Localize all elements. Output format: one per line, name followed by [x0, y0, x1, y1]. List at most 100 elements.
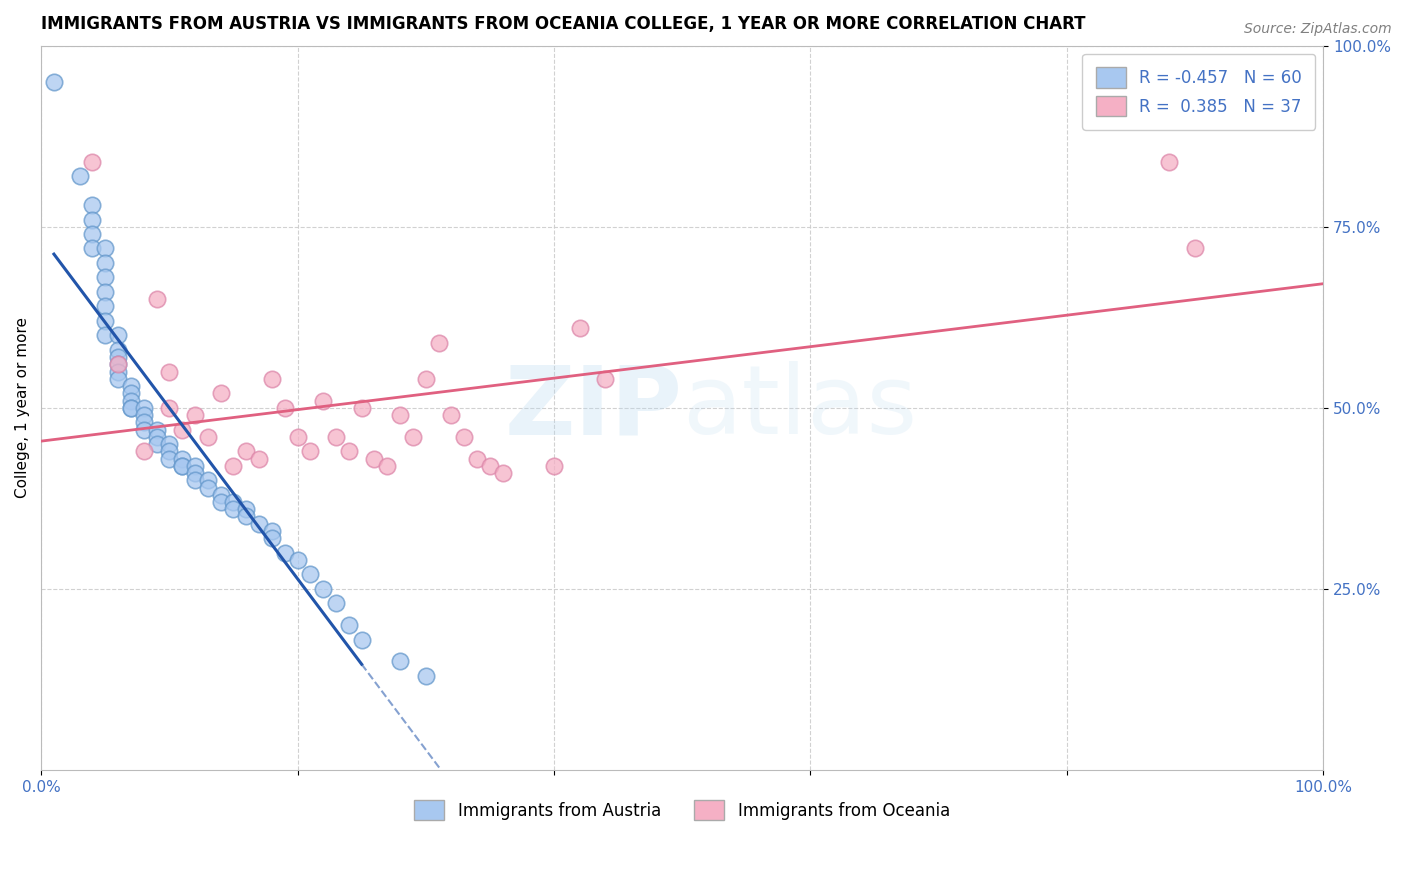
Point: [94, 314, 117, 328]
Point: [94, 328, 117, 343]
Point: [107, 328, 129, 343]
Point: [107, 350, 129, 364]
Point: [274, 546, 297, 560]
Point: [337, 618, 360, 632]
Point: [82, 227, 104, 241]
Point: [543, 458, 565, 473]
Point: [197, 481, 219, 495]
Point: [172, 458, 194, 473]
Point: [132, 408, 155, 422]
Point: [69, 169, 91, 183]
Point: [157, 365, 180, 379]
Point: [82, 242, 104, 256]
Point: [260, 531, 283, 545]
Point: [375, 458, 398, 473]
Point: [132, 423, 155, 437]
Point: [287, 430, 309, 444]
Point: [325, 430, 347, 444]
Point: [427, 335, 450, 350]
Point: [209, 488, 232, 502]
Point: [415, 372, 437, 386]
Point: [260, 524, 283, 538]
Point: [197, 473, 219, 487]
Point: [235, 444, 257, 458]
Point: [453, 430, 475, 444]
Text: IMMIGRANTS FROM AUSTRIA VS IMMIGRANTS FROM OCEANIA COLLEGE, 1 YEAR OR MORE CORRE: IMMIGRANTS FROM AUSTRIA VS IMMIGRANTS FR…: [41, 15, 1085, 33]
Point: [235, 509, 257, 524]
Point: [402, 430, 425, 444]
Point: [94, 242, 117, 256]
Point: [325, 596, 347, 610]
Point: [299, 567, 322, 582]
Point: [157, 401, 180, 415]
Point: [120, 401, 142, 415]
Text: ZIP: ZIP: [505, 361, 682, 454]
Point: [184, 408, 207, 422]
Point: [120, 379, 142, 393]
Point: [132, 415, 155, 429]
Point: [312, 393, 335, 408]
Point: [157, 451, 180, 466]
Point: [184, 458, 207, 473]
Point: [120, 401, 142, 415]
Point: [389, 408, 412, 422]
Point: [42, 75, 65, 89]
Point: [107, 372, 129, 386]
Point: [209, 495, 232, 509]
Text: Source: ZipAtlas.com: Source: ZipAtlas.com: [1244, 22, 1392, 37]
Text: atlas: atlas: [682, 361, 917, 454]
Point: [247, 451, 270, 466]
Point: [568, 321, 591, 335]
Point: [120, 393, 142, 408]
Point: [1184, 242, 1206, 256]
Point: [274, 401, 297, 415]
Point: [440, 408, 463, 422]
Point: [107, 357, 129, 371]
Point: [492, 466, 515, 480]
Point: [222, 458, 245, 473]
Point: [132, 401, 155, 415]
Point: [82, 198, 104, 212]
Point: [235, 502, 257, 516]
Point: [363, 451, 385, 466]
Point: [94, 256, 117, 270]
Point: [478, 458, 501, 473]
Point: [312, 582, 335, 596]
Point: [145, 292, 167, 306]
Point: [350, 401, 373, 415]
Point: [389, 654, 412, 668]
Point: [172, 451, 194, 466]
Point: [172, 423, 194, 437]
Point: [299, 444, 322, 458]
Point: [1159, 154, 1181, 169]
Point: [145, 423, 167, 437]
Point: [94, 270, 117, 285]
Point: [82, 154, 104, 169]
Point: [172, 458, 194, 473]
Point: [94, 300, 117, 314]
Point: [260, 372, 283, 386]
Point: [82, 212, 104, 227]
Point: [337, 444, 360, 458]
Point: [145, 437, 167, 451]
Point: [94, 285, 117, 299]
Point: [287, 553, 309, 567]
Point: [350, 632, 373, 647]
Legend: Immigrants from Austria, Immigrants from Oceania: Immigrants from Austria, Immigrants from…: [408, 793, 956, 827]
Point: [157, 437, 180, 451]
Point: [197, 430, 219, 444]
Point: [593, 372, 616, 386]
Point: [145, 430, 167, 444]
Point: [132, 444, 155, 458]
Point: [209, 386, 232, 401]
Point: [222, 502, 245, 516]
Y-axis label: College, 1 year or more: College, 1 year or more: [15, 318, 30, 499]
Point: [184, 473, 207, 487]
Point: [247, 516, 270, 531]
Point: [157, 444, 180, 458]
Point: [222, 495, 245, 509]
Point: [107, 365, 129, 379]
Point: [415, 669, 437, 683]
Point: [107, 357, 129, 371]
Point: [184, 466, 207, 480]
